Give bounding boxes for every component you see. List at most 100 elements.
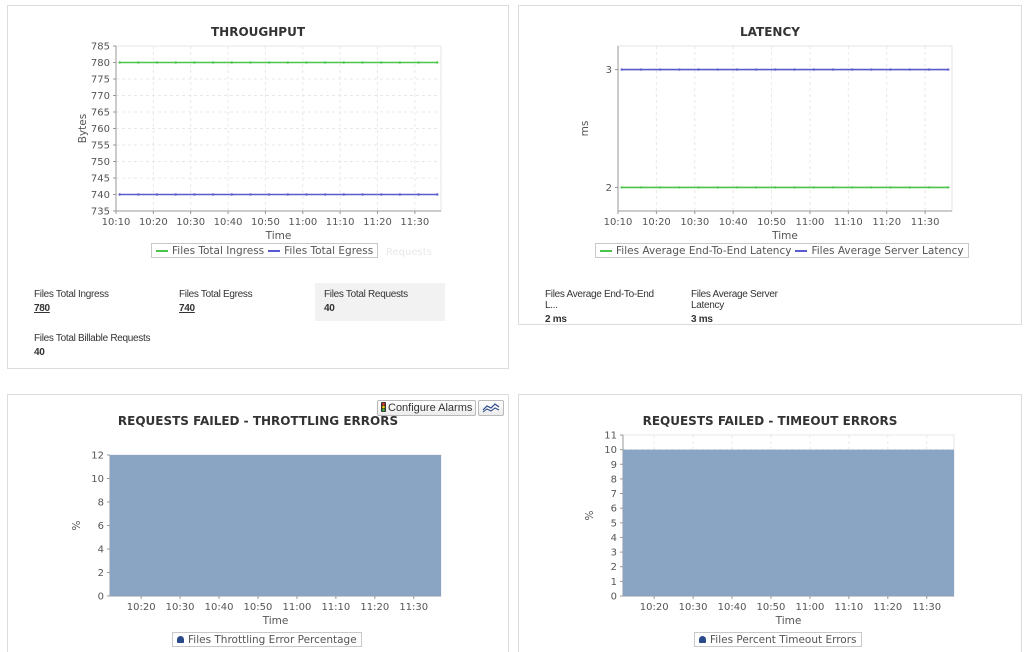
y-tick-label: 775 xyxy=(91,75,110,86)
data-point xyxy=(870,186,873,189)
y-tick-label: 765 xyxy=(91,108,110,119)
throttling-legend[interactable]: Files Throttling Error Percentage xyxy=(172,632,362,647)
data-point xyxy=(230,193,234,196)
metric-value[interactable]: 780 xyxy=(34,303,50,314)
data-point xyxy=(927,68,931,71)
data-point xyxy=(249,61,252,64)
y-tick-label: 10 xyxy=(604,445,617,456)
data-point xyxy=(398,193,402,196)
x-axis-label: Time xyxy=(775,615,802,627)
y-tick-label: 8 xyxy=(611,474,617,485)
x-tick-label: 11:30 xyxy=(911,217,940,228)
configure-alarms-button[interactable]: Configure Alarms xyxy=(377,400,477,416)
throttling-chart: 10:20 10:30 10:40 10:50 11:00 11:10 11:20 11:30… xyxy=(71,451,442,627)
metric-files-total-requests[interactable]: Files Total Requests 40 xyxy=(315,283,445,321)
metric-files-average-end-to-end-latency[interactable]: Files Average End-To-End L... 2 ms xyxy=(536,283,666,325)
throughput-legend[interactable]: Files Total Ingress Files Total Egress xyxy=(151,243,379,258)
y-tick-label: 750 xyxy=(91,157,110,168)
data-point xyxy=(137,193,140,196)
chart-type-toggle-button[interactable] xyxy=(478,400,504,416)
traffic-light-svg xyxy=(381,402,386,412)
data-point xyxy=(831,68,835,71)
data-point xyxy=(639,186,643,189)
timeout-chart: 10:20 10:30 10:40 10:50 11:00 11:10 11:20 11:30… xyxy=(584,431,955,627)
data-point xyxy=(436,193,439,196)
ghost-overlay-text: Requests xyxy=(386,247,432,258)
x-tick-label: 11:20 xyxy=(873,602,902,613)
y-tick-label: 10 xyxy=(91,474,104,485)
legend-label-timeout: Files Percent Timeout Errors xyxy=(710,633,857,646)
data-point xyxy=(193,61,196,64)
legend-swatch-egress xyxy=(268,249,281,252)
x-tick-label: 10:20 xyxy=(139,217,168,228)
data-point xyxy=(137,61,140,64)
data-point xyxy=(697,68,700,71)
data-point xyxy=(755,68,758,71)
x-tick-label: 11:30 xyxy=(912,602,941,613)
legend-area-swatch-icon xyxy=(699,636,706,643)
metric-label: Files Total Requests xyxy=(324,289,408,300)
x-tick-label: 11:00 xyxy=(796,217,825,228)
metric-files-total-ingress[interactable]: Files Total Ingress 780 xyxy=(25,283,155,321)
data-point xyxy=(380,61,383,64)
legend-swatch-end-to-end xyxy=(600,249,612,252)
x-tick-label: 11:20 xyxy=(872,217,901,228)
latency-legend[interactable]: Files Average End-To-End Latency Files A… xyxy=(595,243,969,258)
throughput-chart: 10:10 10:20 10:30 10:40 10:50 11:00 11:10 11:20… xyxy=(77,42,442,242)
y-tick-label: 740 xyxy=(91,190,110,201)
data-point xyxy=(118,61,121,64)
metric-value: 40 xyxy=(34,347,45,358)
x-tick-label: 10:20 xyxy=(640,602,669,613)
y-tick-label: 770 xyxy=(91,91,110,102)
metric-files-total-billable-requests[interactable]: Files Total Billable Requests 40 xyxy=(25,327,185,365)
area-series-0 xyxy=(110,455,441,596)
x-tick-label: 11:20 xyxy=(360,602,389,613)
x-tick-label: 10:40 xyxy=(719,217,748,228)
x-tick-label: 11:20 xyxy=(363,217,392,228)
data-point xyxy=(659,68,662,71)
data-point xyxy=(697,186,700,189)
x-tick-label: 10:30 xyxy=(176,217,205,228)
data-point xyxy=(267,193,271,196)
x-tick-label: 10:40 xyxy=(214,217,243,228)
y-tick-label: 9 xyxy=(611,460,617,471)
x-tick-label: 10:30 xyxy=(680,217,709,228)
metric-files-total-egress[interactable]: Files Total Egress 740 xyxy=(170,283,300,321)
latency-title: LATENCY xyxy=(740,25,800,39)
metric-value[interactable]: 740 xyxy=(179,303,195,314)
metric-value: 3 ms xyxy=(691,314,713,325)
data-point xyxy=(305,61,308,64)
y-tick-label: 745 xyxy=(91,174,110,185)
data-point xyxy=(850,68,854,71)
timeout-panel: REQUESTS FAILED - TIMEOUT ERRORS 10:20 10… xyxy=(518,394,1022,652)
throughput-panel: THROUGHPUT 10:10 10:20 10:30 10:40 10:50 11:0… xyxy=(7,5,509,369)
y-tick-label: 3 xyxy=(611,548,617,559)
data-point xyxy=(774,186,777,189)
configure-alarms-label: Configure Alarms xyxy=(388,402,473,414)
data-point xyxy=(249,193,252,196)
data-point xyxy=(889,68,892,71)
data-point xyxy=(755,186,758,189)
data-point xyxy=(211,193,215,196)
x-tick-label: 10:50 xyxy=(244,602,273,613)
metric-label: Files Total Billable Requests xyxy=(34,333,151,344)
data-point xyxy=(927,186,931,189)
legend-label-throttling: Files Throttling Error Percentage xyxy=(188,633,357,646)
data-point xyxy=(155,193,159,196)
data-point xyxy=(267,61,271,64)
y-tick-label: 735 xyxy=(91,207,110,218)
throughput-title: THROUGHPUT xyxy=(210,25,306,39)
chart-type-svg xyxy=(482,403,500,413)
throttling-panel: Configure Alarms REQUESTS FAILED - THROT… xyxy=(7,394,509,652)
metric-files-average-server-latency[interactable]: Files Average Server Latency 3 ms xyxy=(682,283,812,325)
y-tick-label: 3 xyxy=(606,65,612,76)
y-tick-label: 6 xyxy=(611,504,617,515)
y-tick-label: 11 xyxy=(604,431,617,442)
data-point xyxy=(793,186,796,189)
data-point xyxy=(831,186,835,189)
data-point xyxy=(417,61,420,64)
timeout-legend[interactable]: Files Percent Timeout Errors xyxy=(694,632,862,647)
legend-label-end-to-end: Files Average End-To-End Latency xyxy=(616,244,792,257)
metric-label: Files Total Egress xyxy=(179,289,253,300)
legend-swatch-server xyxy=(795,249,808,252)
